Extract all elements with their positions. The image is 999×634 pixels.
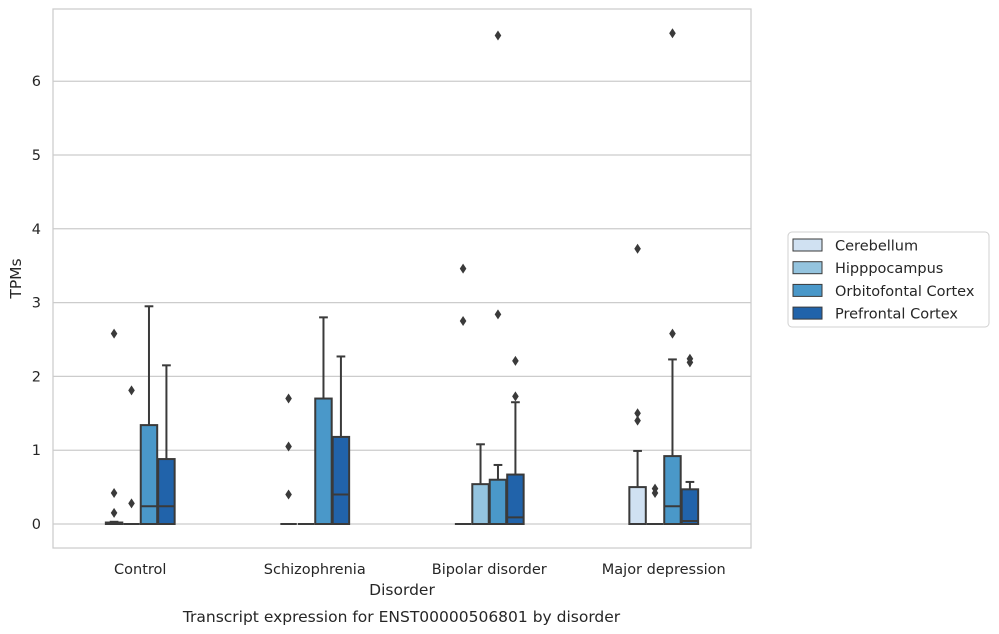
y-tick-label: 6 [32, 74, 41, 90]
x-tick-label: Major depression [602, 562, 726, 578]
y-axis-ticks: 0 1 2 3 4 5 6 [32, 74, 41, 533]
outlier-point [512, 391, 519, 402]
y-axis-label: TPMs [7, 258, 25, 299]
outlier-point [128, 498, 135, 509]
outlier-point [459, 316, 467, 327]
series-hipppocampus [123, 385, 664, 526]
y-tick-label: 2 [32, 369, 41, 385]
box [280, 393, 297, 525]
outlier-point [669, 328, 676, 339]
box [157, 364, 176, 525]
chart-caption: Transcript expression for ENST0000050680… [182, 608, 621, 626]
y-tick-label: 0 [32, 517, 41, 533]
x-axis-ticks: Control Schizophrenia Bipolar disorder Majo… [114, 562, 726, 578]
box-body [331, 435, 351, 525]
legend-label: Cerebellum [835, 239, 918, 255]
box [471, 443, 490, 526]
outlier-point [110, 488, 118, 499]
x-tick-label: Schizophrenia [264, 562, 366, 578]
box [646, 483, 664, 525]
y-gridlines [53, 80, 751, 525]
outlier-point [686, 353, 694, 364]
box [104, 328, 124, 525]
box-body [663, 455, 682, 526]
box [488, 30, 508, 525]
box [123, 385, 140, 525]
plot-area [52, 8, 752, 549]
box-body [628, 486, 647, 526]
series-cerebellum [104, 243, 647, 526]
y-tick-label: 3 [32, 296, 41, 312]
box [314, 316, 333, 526]
legend: Cerebellum Hipppocampus Orbitofontal Corte… [787, 231, 990, 328]
series-prefrontal-cortex [157, 353, 700, 525]
outlier-point [512, 355, 519, 366]
legend-swatch [792, 283, 823, 297]
x-axis-label: Disorder [369, 581, 435, 599]
outlier-point [669, 28, 676, 39]
box-body [488, 478, 508, 525]
outlier-point [494, 30, 502, 41]
box-body [314, 397, 333, 526]
legend-label: Prefrontal Cortex [835, 307, 958, 323]
y-tick-label: 1 [32, 443, 41, 459]
outlier-point [285, 489, 292, 500]
legend-label: Orbitofontal Cortex [835, 284, 975, 300]
outlier-point [285, 393, 292, 404]
y-tick-label: 5 [32, 148, 41, 164]
x-tick-label: Control [114, 562, 166, 578]
outlier-point [634, 408, 641, 419]
outlier-point [651, 483, 659, 494]
box-series [104, 28, 700, 526]
outlier-point [110, 507, 118, 518]
box-body [506, 473, 525, 525]
outlier-point [110, 328, 118, 339]
x-tick-label: Bipolar disorder [432, 562, 547, 578]
outlier-point [285, 441, 292, 452]
legend-frame [787, 231, 990, 328]
outlier-point [459, 263, 467, 274]
outlier-point [128, 385, 135, 396]
outlier-point [494, 309, 502, 320]
box [628, 243, 647, 526]
box-body [157, 458, 176, 525]
legend-label: Hipppocampus [835, 261, 943, 277]
outlier-point [634, 415, 641, 426]
box [506, 355, 525, 525]
box [331, 355, 351, 525]
box [454, 263, 472, 525]
legend-swatch [792, 238, 823, 252]
y-tick-label: 4 [32, 222, 41, 238]
legend-swatch [792, 306, 823, 320]
box-body [139, 424, 159, 525]
box [680, 353, 700, 525]
box [139, 305, 159, 525]
legend-swatch [792, 261, 823, 275]
box-body [471, 483, 490, 526]
box-body [680, 488, 700, 525]
outlier-point [634, 243, 641, 254]
